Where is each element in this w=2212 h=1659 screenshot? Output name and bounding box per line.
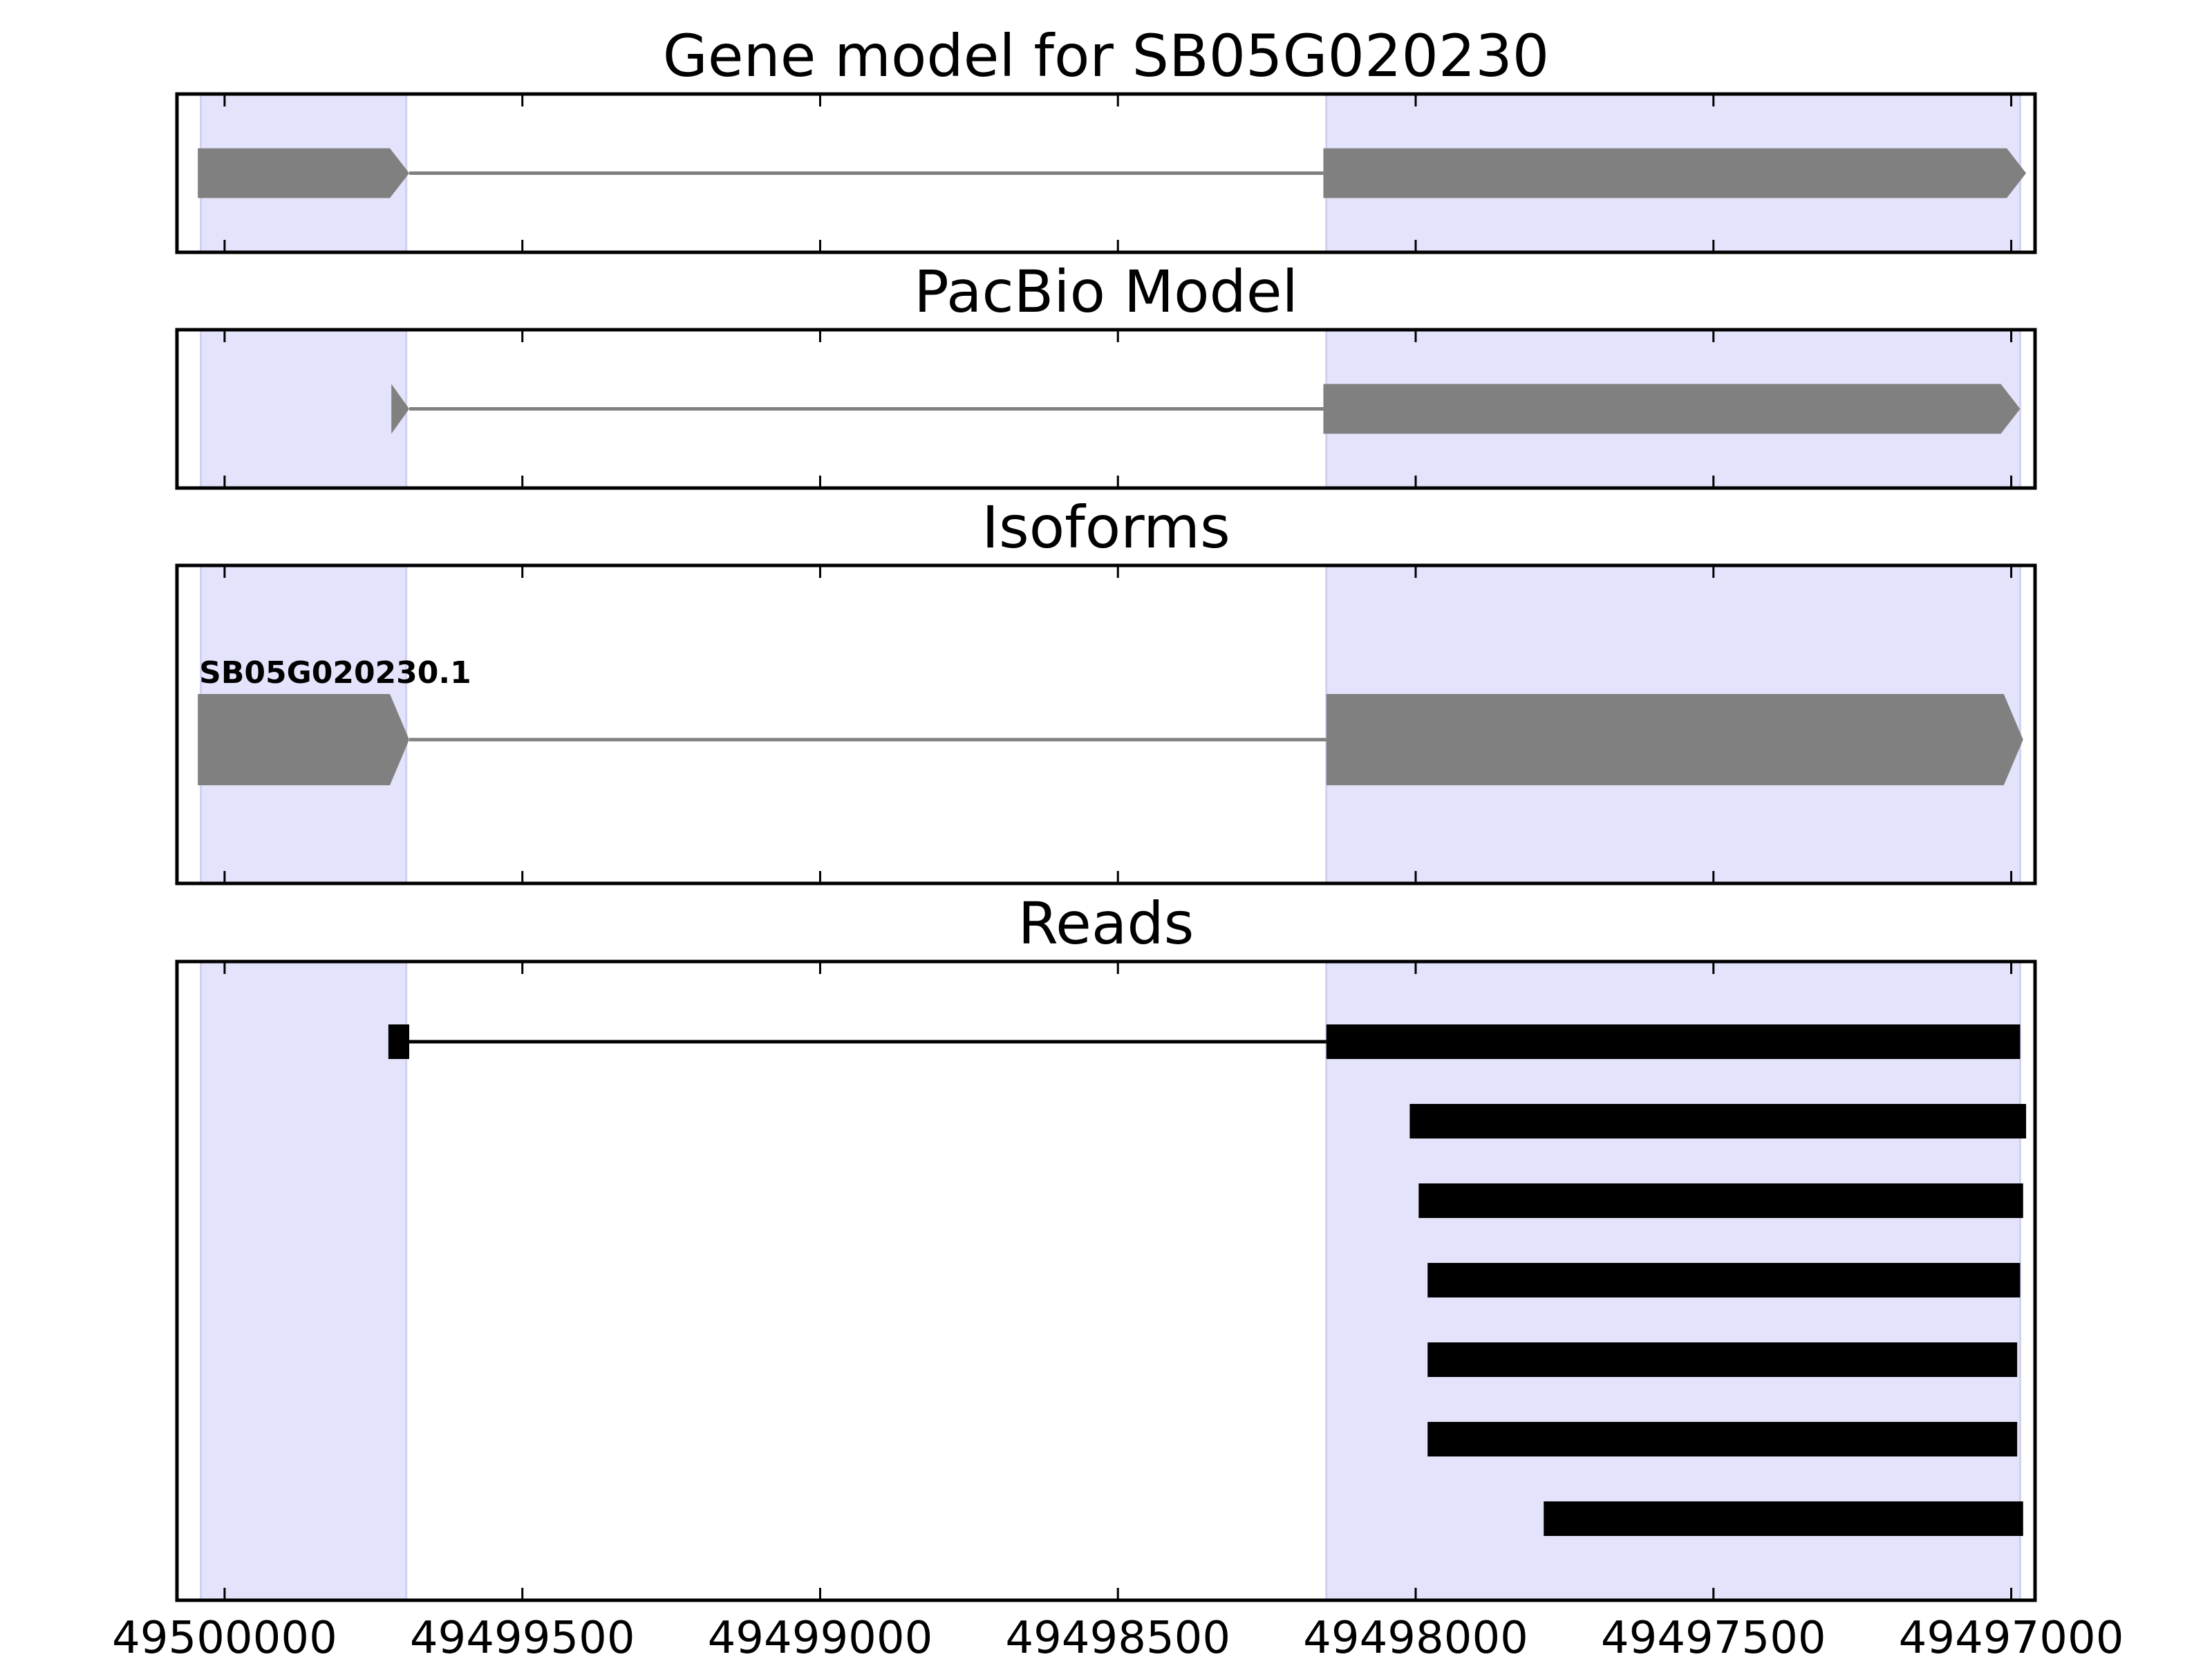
exon-2: [1326, 694, 2023, 785]
read-block: [1409, 1104, 2027, 1138]
exon-1: [198, 148, 409, 198]
panel-title: PacBio Model: [914, 258, 1298, 326]
read-block: [388, 1024, 409, 1059]
panel-title: Gene model for SB05G020230: [663, 22, 1549, 90]
exon-2: [1323, 148, 2027, 198]
x-tick-label: 49498000: [1303, 1613, 1528, 1659]
read-3: [1418, 1183, 2023, 1218]
isoform-label: SB05G020230.1: [199, 655, 471, 691]
exon-1: [198, 694, 409, 785]
panel-gene_model: Gene model for SB05G020230: [175, 22, 2037, 254]
x-tick-label: 49499000: [708, 1613, 933, 1659]
x-tick-label: 49500000: [112, 1613, 337, 1659]
x-tick-label: 49497500: [1601, 1613, 1826, 1659]
x-tick-label: 49499500: [410, 1613, 635, 1659]
x-tick-label: 49498500: [1005, 1613, 1230, 1659]
axes-frame: [175, 563, 2037, 885]
read-block: [1427, 1263, 2021, 1297]
read-7: [1544, 1501, 2023, 1536]
panel-title: Reads: [1018, 890, 1194, 957]
panel-pacbio_model: PacBio Model: [175, 258, 2037, 490]
read-block: [1544, 1501, 2023, 1536]
highlight-region-1: [199, 328, 408, 489]
panel-reads: Reads: [175, 890, 2037, 1602]
axes-frame: [175, 328, 2037, 490]
axes-frame: [175, 959, 2037, 1602]
read-1: [388, 1024, 2021, 1059]
read-block: [1427, 1342, 2018, 1377]
exon-2: [1323, 384, 2021, 434]
exon-1: [391, 384, 409, 434]
highlight-region-1: [199, 960, 408, 1602]
panel-title: Isoforms: [982, 494, 1230, 561]
x-axis-labels: 49500000 49499500 49499000 49498500 49498000…: [112, 1613, 2124, 1659]
panel-isoforms: Isoforms SB05G020230.1: [175, 494, 2037, 885]
read-block: [1418, 1183, 2023, 1218]
read-5: [1427, 1342, 2018, 1377]
axes-frame: [175, 92, 2037, 254]
read-block: [1427, 1422, 2018, 1456]
read-6: [1427, 1422, 2018, 1456]
read-block: [1326, 1024, 2021, 1059]
x-tick-label: 49497000: [1899, 1613, 2124, 1659]
read-4: [1427, 1263, 2021, 1297]
read-2: [1409, 1104, 2027, 1138]
